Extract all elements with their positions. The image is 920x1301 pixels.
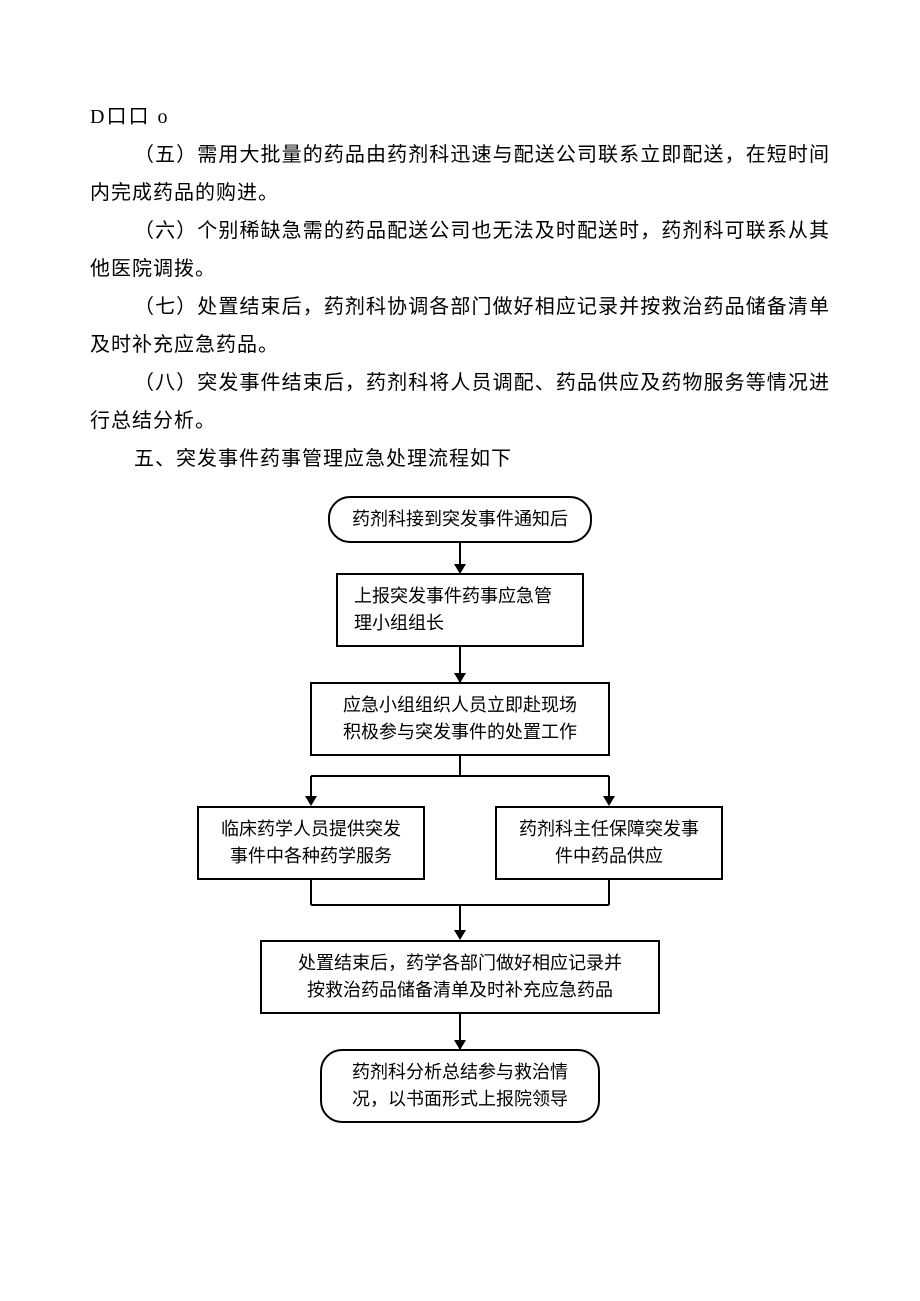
- flow-split-connector: [197, 756, 723, 806]
- flow-arrow-5: [459, 1014, 461, 1049]
- paragraph-8: （八）突发事件结束后，药剂科将人员调配、药品供应及药物服务等情况进行总结分析。: [90, 364, 830, 440]
- flow-node-report-l2: 理小组组长: [354, 610, 566, 637]
- paragraph-7: （七）处置结束后，药剂科协调各部门做好相应记录并按救治药品储备清单及时补充应急药…: [90, 288, 830, 364]
- flow-node-report-l1: 上报突发事件药事应急管: [354, 583, 566, 610]
- paragraph-9: 五、突发事件药事管理应急处理流程如下: [90, 440, 830, 478]
- flow-node-start-label: 药剂科接到突发事件通知后: [352, 509, 568, 529]
- flow-node-end: 药剂科分析总结参与救治情 况，以书面形式上报院领导: [320, 1049, 600, 1123]
- flow-merge-connector: [197, 880, 723, 940]
- flow-node-supply: 药剂科主任保障突发事 件中药品供应: [495, 806, 723, 880]
- flow-node-clinical-l1: 临床药学人员提供突发: [215, 816, 407, 843]
- flow-node-clinical-l2: 事件中各种药学服务: [215, 843, 407, 870]
- flow-node-supply-l1: 药剂科主任保障突发事: [513, 816, 705, 843]
- header-fragment: D口口 o: [90, 98, 830, 136]
- flow-node-record-l1: 处置结束后，药学各部门做好相应记录并: [278, 950, 642, 977]
- flow-node-end-l1: 药剂科分析总结参与救治情: [344, 1059, 576, 1086]
- flow-node-record-l2: 按救治药品储备清单及时补充应急药品: [278, 977, 642, 1004]
- flow-node-start: 药剂科接到突发事件通知后: [328, 496, 592, 543]
- flowchart-container: 药剂科接到突发事件通知后 上报突发事件药事应急管 理小组组长 应急小组组织人员立…: [90, 496, 830, 1123]
- flow-node-supply-l2: 件中药品供应: [513, 843, 705, 870]
- flow-node-clinical: 临床药学人员提供突发 事件中各种药学服务: [197, 806, 425, 880]
- flow-split-row: 临床药学人员提供突发 事件中各种药学服务 药剂科主任保障突发事 件中药品供应: [197, 806, 723, 880]
- flow-node-dispatch: 应急小组组织人员立即赴现场 积极参与突发事件的处置工作: [310, 682, 610, 756]
- flow-node-report: 上报突发事件药事应急管 理小组组长: [336, 573, 584, 647]
- flow-node-dispatch-l1: 应急小组组织人员立即赴现场: [328, 692, 592, 719]
- flow-arrow-2: [459, 647, 461, 682]
- flow-arrow-1: [459, 543, 461, 573]
- flow-node-end-l2: 况，以书面形式上报院领导: [344, 1086, 576, 1113]
- document-body: D口口 o （五）需用大批量的药品由药剂科迅速与配送公司联系立即配送，在短时间内…: [90, 98, 830, 478]
- paragraph-5: （五）需用大批量的药品由药剂科迅速与配送公司联系立即配送，在短时间内完成药品的购…: [90, 136, 830, 212]
- flow-node-dispatch-l2: 积极参与突发事件的处置工作: [328, 719, 592, 746]
- flow-node-record: 处置结束后，药学各部门做好相应记录并 按救治药品储备清单及时补充应急药品: [260, 940, 660, 1014]
- paragraph-6: （六）个别稀缺急需的药品配送公司也无法及时配送时，药剂科可联系从其他医院调拨。: [90, 212, 830, 288]
